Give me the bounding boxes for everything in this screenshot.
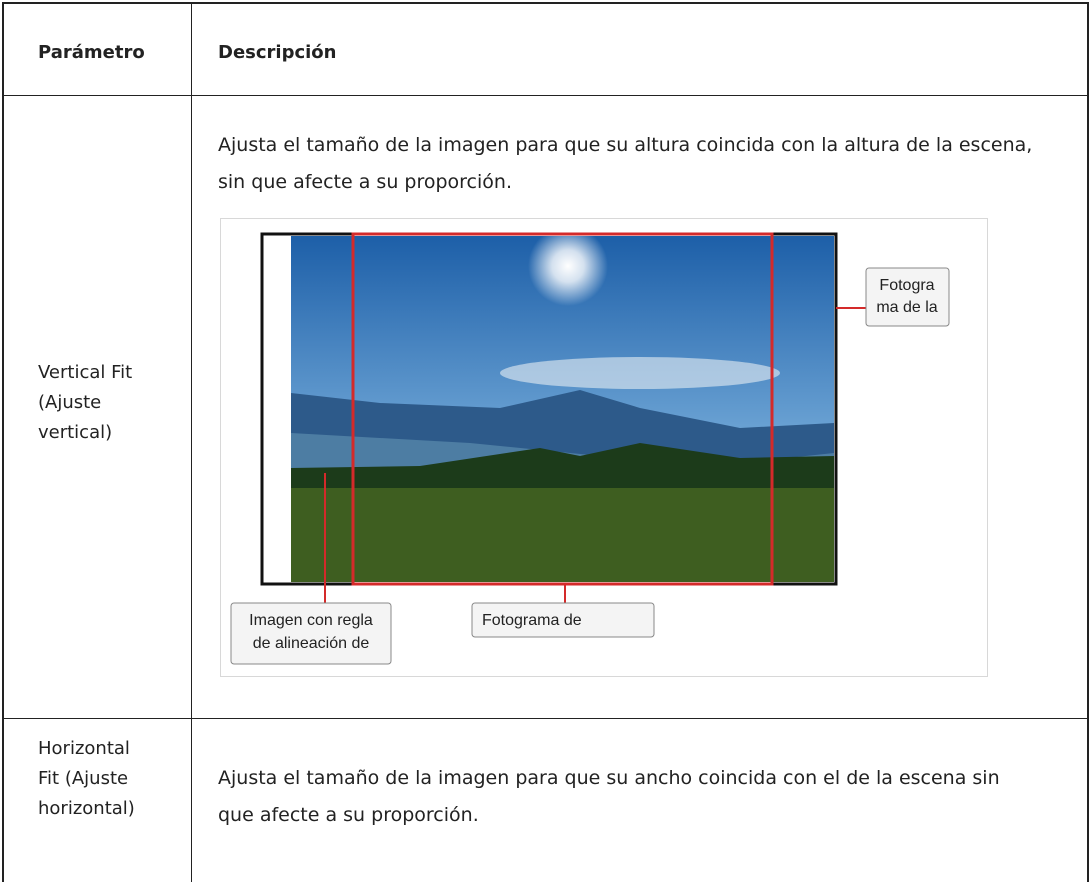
parameter: Horizontal Fit (Ajuste horizontal) [38, 734, 135, 824]
line: vertical) [38, 422, 113, 443]
header: Parámetro [38, 42, 145, 63]
line: horizontal) [38, 798, 135, 819]
border [2, 718, 1089, 719]
border [191, 2, 192, 882]
description: Ajusta el tamaño de la imagen para que s… [218, 767, 1000, 826]
label: Fotogra [879, 277, 934, 294]
label: ma de la [876, 299, 937, 316]
label: de alineación de [253, 635, 370, 652]
border [2, 2, 1089, 4]
border [2, 2, 4, 882]
label: Imagen con regla [249, 612, 373, 629]
description: Ajusta el tamaño de la imagen para que s… [218, 134, 1033, 193]
header: Descripción [218, 42, 337, 63]
line: Horizontal [38, 738, 130, 759]
label: Fotograma de [482, 612, 582, 629]
line: (Ajuste [38, 392, 102, 413]
border [1087, 2, 1089, 882]
border [2, 95, 1089, 96]
line: Fit (Ajuste [38, 768, 129, 789]
line: Vertical Fit [38, 362, 133, 383]
parameter: Vertical Fit (Ajuste vertical) [38, 358, 132, 448]
figure: Imagen con regla de alineación de Fotogr… [220, 218, 988, 677]
